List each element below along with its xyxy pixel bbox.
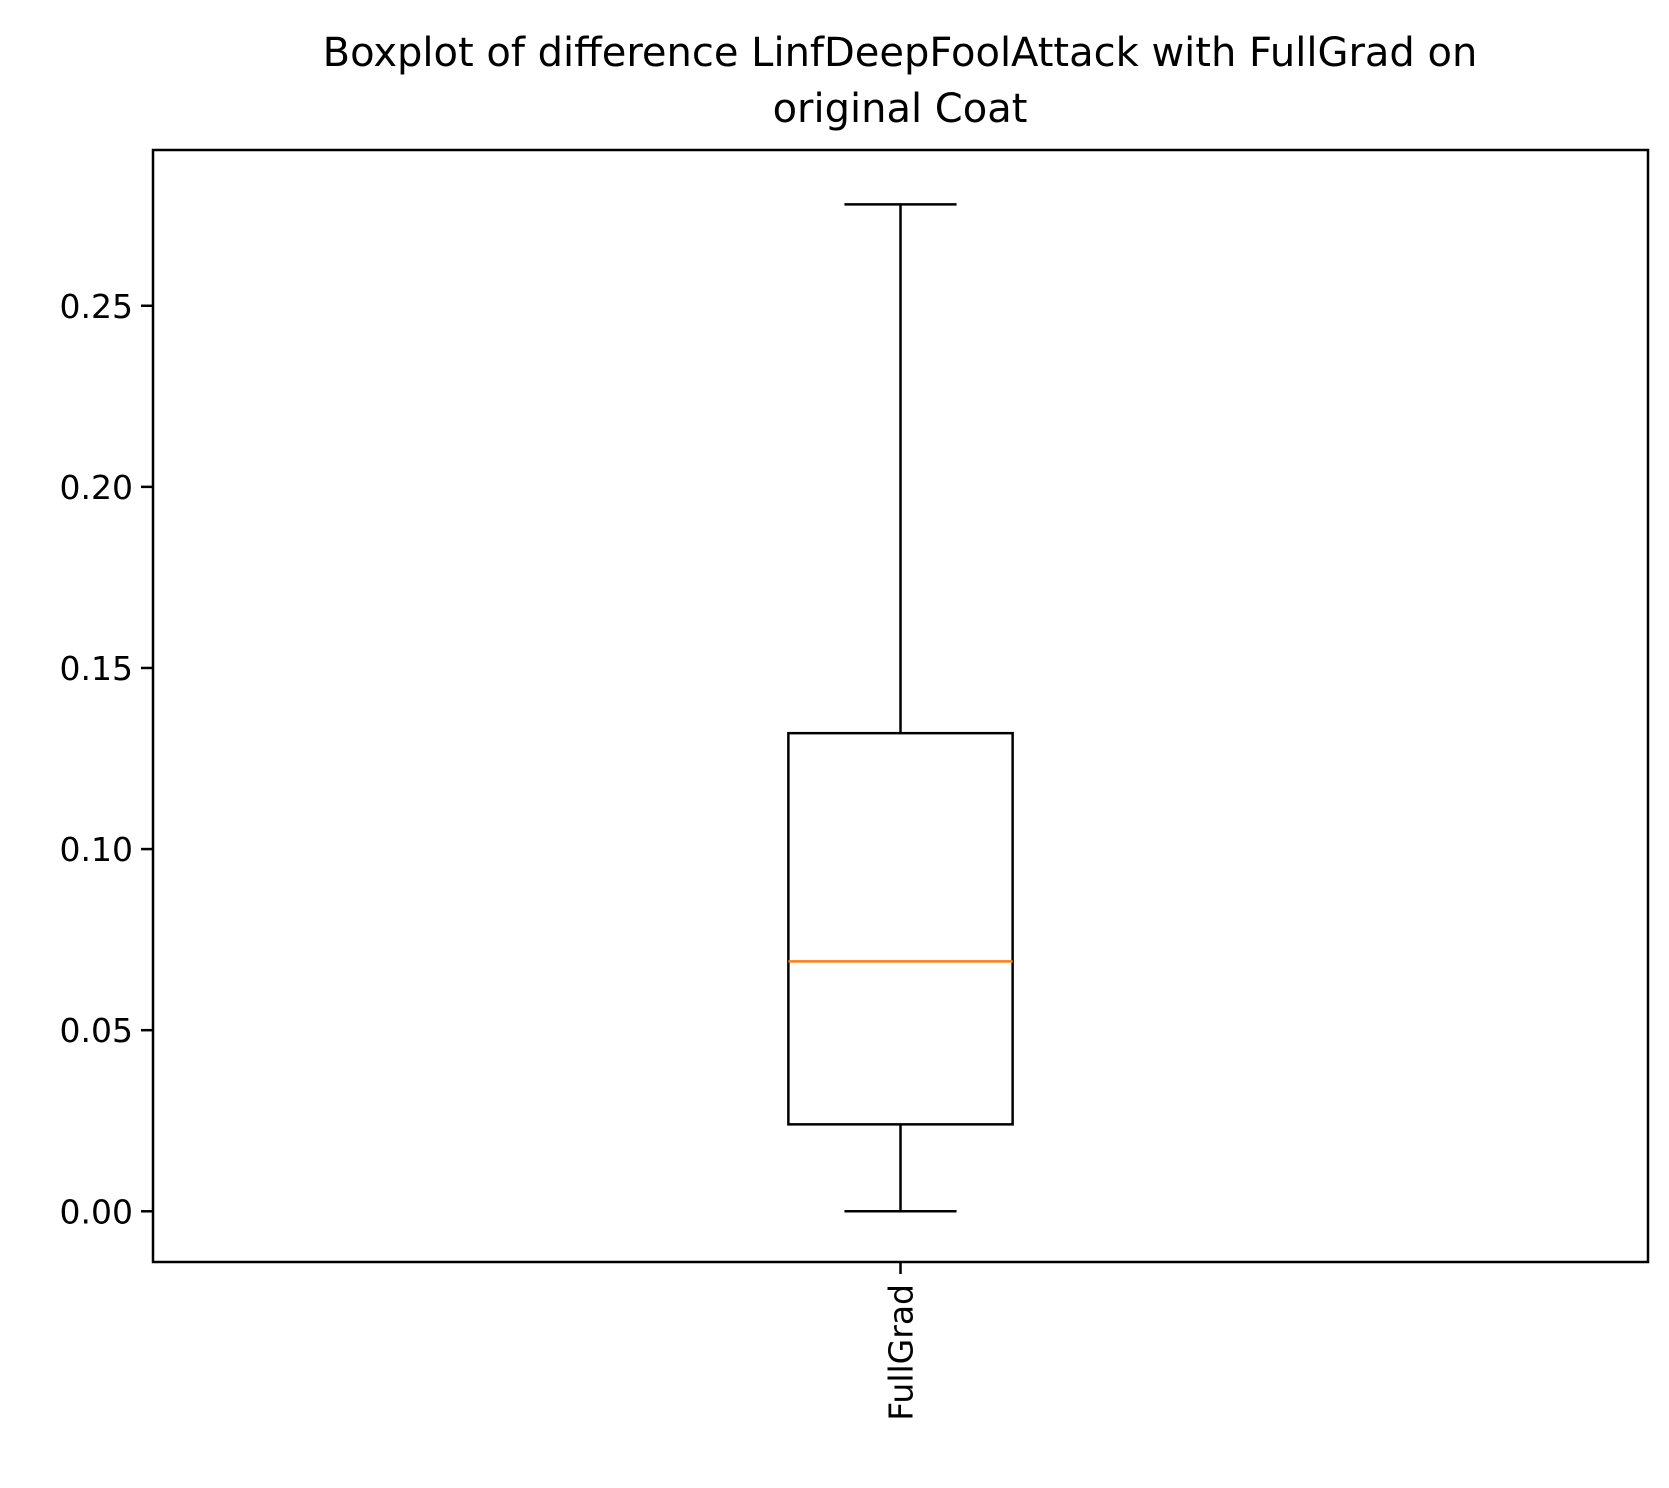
chart-title: Boxplot of difference LinfDeepFoolAttack… [323, 30, 1478, 132]
y-tick-label: 0.10 [60, 830, 133, 869]
chart-title-line-2: original Coat [773, 86, 1028, 132]
y-tick-label: 0.25 [60, 287, 133, 326]
iqr-box [787, 731, 1014, 1126]
y-tick-label: 0.05 [60, 1011, 133, 1050]
y-tick-label: 0.00 [60, 1192, 133, 1231]
y-tick-label: 0.20 [60, 468, 133, 507]
plot-area-frame [151, 148, 1650, 1264]
chart-title-line-1: Boxplot of difference LinfDeepFoolAttack… [323, 30, 1478, 76]
y-axis-ticks: 0.00 0.05 0.10 0.15 0.20 0.25 [60, 287, 153, 1231]
x-tick-label: FullGrad [882, 1284, 921, 1421]
box-layer [787, 203, 1014, 1213]
y-tick-label: 0.15 [60, 649, 133, 688]
x-axis-ticks: FullGrad [882, 1262, 921, 1421]
